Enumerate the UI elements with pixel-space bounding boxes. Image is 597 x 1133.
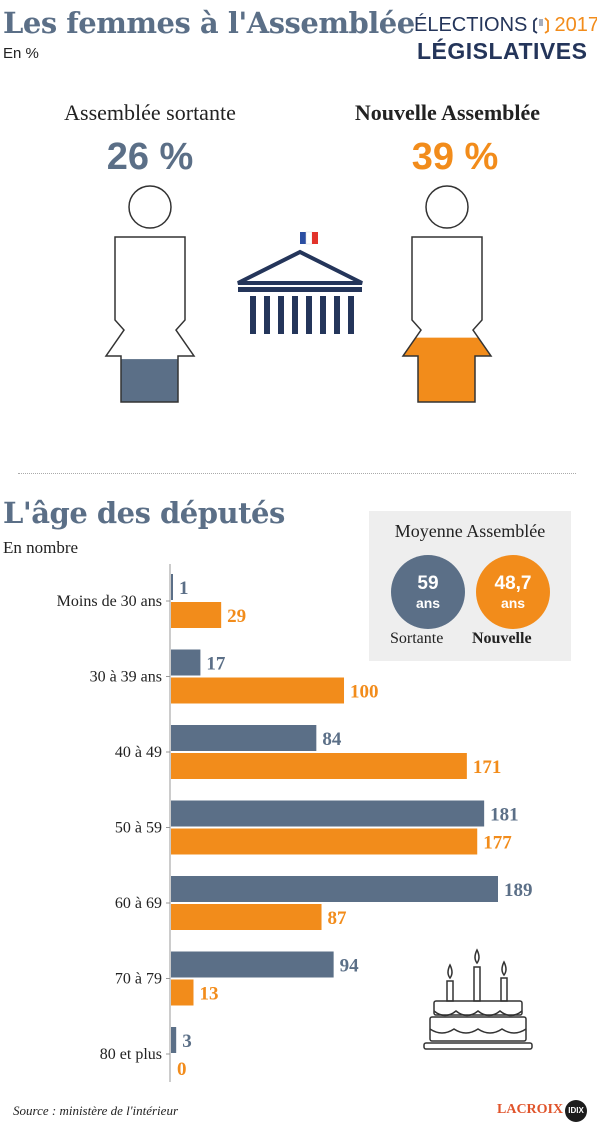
elections-label: ÉLECTIONS	[414, 14, 528, 36]
bar-new	[171, 677, 345, 704]
category-label: 40 à 49	[115, 744, 162, 761]
age-section-unit: En nombre	[3, 538, 79, 557]
age-section-title: L'âge des députés	[3, 496, 285, 530]
outgoing-assembly-label: Assemblée sortante	[64, 100, 236, 125]
bar-outgoing	[171, 1027, 177, 1053]
source-note: Source : ministère de l'intérieur	[13, 1103, 179, 1118]
new-woman-icon	[401, 185, 493, 403]
section-divider	[18, 473, 576, 474]
new-average-unit: ans	[500, 595, 526, 611]
category-label: Moins de 30 ans	[57, 593, 162, 610]
new-women-percent: 39 %	[411, 136, 499, 178]
category-label: 60 à 69	[115, 895, 162, 912]
bar-new	[171, 828, 478, 855]
value-label-outgoing: 181	[490, 805, 518, 826]
outgoing-average-value: 59	[417, 573, 439, 594]
outgoing-average-unit: ans	[415, 595, 441, 611]
category-label: 80 et plus	[100, 1046, 162, 1063]
average-age-box: Moyenne Assemblée 59 ans 48,7 ans Sortan…	[369, 511, 571, 661]
outgoing-average-label: Sortante	[390, 630, 444, 647]
value-label-new: 87	[328, 908, 348, 929]
new-assembly-label: Nouvelle Assemblée	[354, 100, 541, 125]
age-bar-chart: Moins de 30 ans 1 29 30 à 39 ans 17 100 40 à 4…	[57, 564, 533, 1082]
category-label: 30 à 39 ans	[90, 669, 162, 686]
bar-outgoing	[171, 725, 317, 751]
value-label-new: 29	[227, 606, 246, 627]
page-title: Les femmes à l'Assemblée	[3, 6, 415, 40]
la-croix-logo: LACROIX	[497, 1102, 564, 1117]
assembly-building-icon	[237, 231, 363, 334]
outgoing-woman-icon	[104, 185, 196, 403]
outgoing-average-bubble: 59 ans	[391, 555, 465, 629]
average-age-title: Moyenne Assemblée	[394, 521, 546, 541]
value-label-new: 13	[199, 984, 218, 1005]
women-figures	[104, 185, 493, 403]
value-label-outgoing: 1	[179, 578, 189, 599]
new-average-value: 48,7	[494, 573, 532, 594]
elections-subtitle: LÉGISLATIVES	[417, 38, 588, 64]
bar-outgoing	[171, 574, 173, 600]
page-unit: En %	[3, 45, 39, 62]
bar-outgoing	[171, 800, 485, 827]
bar-outgoing	[171, 649, 201, 676]
bar-new	[171, 979, 194, 1006]
birthday-cake-icon	[423, 948, 533, 1050]
bar-new	[171, 602, 222, 628]
new-average-bubble: 48,7 ans	[476, 555, 550, 629]
bar-new	[171, 753, 467, 779]
elections-badge: ÉLECTIONS 2017	[414, 14, 597, 37]
value-label-outgoing: 3	[182, 1031, 192, 1052]
new-average-label: Nouvelle	[472, 630, 532, 647]
bar-new	[171, 904, 322, 930]
bar-outgoing	[171, 951, 334, 978]
idix-badge: IDIX	[565, 1100, 587, 1122]
outgoing-women-percent: 26 %	[106, 136, 194, 178]
value-label-new: 0	[177, 1059, 187, 1080]
value-label-new: 177	[483, 833, 512, 854]
ballot-box-icon	[533, 16, 549, 34]
category-label: 70 à 79	[115, 971, 162, 988]
value-label-outgoing: 94	[340, 956, 360, 977]
elections-year: 2017	[554, 14, 597, 36]
value-label-outgoing: 189	[504, 880, 533, 901]
value-label-outgoing: 84	[322, 729, 342, 750]
value-label-new: 171	[473, 757, 502, 778]
value-label-outgoing: 17	[206, 654, 226, 675]
category-label: 50 à 59	[115, 820, 162, 837]
bar-outgoing	[171, 876, 498, 902]
value-label-new: 100	[350, 682, 379, 703]
